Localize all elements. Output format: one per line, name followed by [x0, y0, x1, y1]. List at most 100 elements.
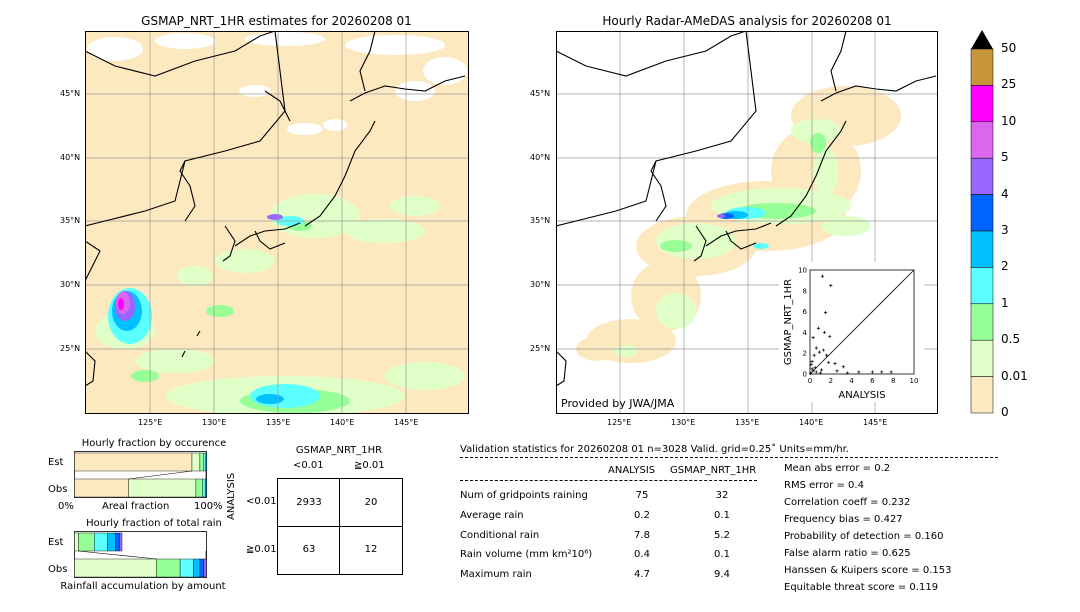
fraction-bar-segment: [199, 452, 205, 472]
right-lat-label: 45°N: [530, 89, 551, 98]
stat-row-gsmap: 0.1: [714, 549, 730, 560]
scatter-xtick: 8: [891, 377, 895, 385]
colorbar-tick-label: 0: [1001, 405, 1009, 419]
scatter-point: [857, 370, 861, 374]
stat-row-label: Conditional rain: [460, 530, 540, 541]
score-line: Equitable threat score = 0.119: [784, 582, 939, 593]
scatter-point: [822, 330, 827, 334]
stat-row-gsmap: 9.4: [714, 569, 730, 580]
stat-row-gsmap: 0.1: [714, 510, 730, 521]
left-lat-label: 35°N: [60, 216, 81, 225]
stat-row-label: Rain volume (mm km²10⁶): [460, 549, 593, 560]
scatter-point: [845, 371, 850, 375]
score-line: False alarm ratio = 0.625: [784, 548, 911, 559]
score-line: Hanssen & Kuipers score = 0.153: [784, 565, 952, 576]
fraction-bar-segment: [115, 532, 120, 552]
right-lat-label: 30°N: [530, 280, 551, 289]
colorbar-tick-label: 50: [1001, 41, 1017, 55]
fraction-bar-segment: [74, 532, 79, 552]
scatter-point: [829, 284, 833, 288]
colorbar-segment: [970, 48, 994, 86]
occurrence-obs-label: Obs: [48, 484, 68, 495]
stat-row-label: Maximum rain: [460, 569, 532, 580]
fraction-connector: [128, 470, 193, 480]
score-line: Correlation coeff = 0.232: [784, 497, 911, 508]
stat-row-gsmap: 5.2: [714, 530, 730, 541]
fraction-bar-segment: [78, 532, 95, 552]
scatter-point: [809, 363, 813, 367]
contingency-row-label: ≧0.01: [246, 544, 277, 555]
right-lon-label: 135°E: [735, 418, 760, 427]
stat-row-label: Average rain: [460, 510, 524, 521]
scatter-ytick: 10: [798, 267, 807, 275]
fraction-bar-segment: [191, 452, 201, 472]
totalrain-obs-label: Obs: [48, 564, 68, 575]
fraction-bar-segment: [119, 532, 123, 552]
scatter-point: [813, 366, 817, 370]
stat-row-analysis: 4.7: [634, 569, 650, 580]
right-lat-label: 40°N: [530, 153, 551, 162]
colorbar-segment: [970, 376, 994, 414]
scatter-point: [814, 370, 818, 374]
occurrence-xlabel: Areal fraction: [102, 501, 170, 512]
totalrain-title: Hourly fraction of total rain: [86, 518, 222, 529]
colorbar-segment: [970, 121, 994, 159]
colorbar-tick-label: 2: [1001, 259, 1009, 274]
occurrence-axis-left: 0%: [58, 501, 74, 512]
left-map: [85, 31, 469, 414]
scatter-point: [811, 336, 815, 340]
totalrain-bars: [74, 531, 207, 578]
colorbar-segment: [970, 85, 994, 123]
stat-row-analysis: 0.4: [634, 549, 650, 560]
score-line: Probability of detection = 0.160: [784, 531, 944, 542]
scatter-point: [817, 350, 821, 354]
fraction-bar-segment: [202, 478, 206, 498]
scatter-point: [811, 369, 815, 373]
validation-header: Validation statistics for 20260208 01 n=…: [460, 444, 849, 455]
scatter-point: [812, 353, 816, 357]
colorbar: [970, 30, 994, 414]
totalrain-xlabel: Rainfall accumulation by amount: [60, 581, 226, 592]
left-lon-label: 130°E: [202, 418, 227, 427]
fraction-bar-segment: [203, 558, 207, 578]
scatter-ytick: 6: [803, 308, 808, 316]
colorbar-segment: [970, 194, 994, 232]
scatter-xtick: 6: [870, 377, 875, 385]
score-line: RMS error = 0.4: [784, 480, 864, 491]
stat-row-label: Num of gridpoints raining: [460, 490, 588, 501]
occurrence-est-label: Est: [48, 457, 64, 468]
colorbar-tick-label: 1: [1001, 295, 1009, 310]
stat-row-analysis: 7.8: [634, 530, 650, 541]
right-lon-label: 125°E: [607, 418, 632, 427]
left-lon-label: 135°E: [266, 418, 291, 427]
scatter-diagonal: [809, 269, 915, 375]
colorbar-segment: [970, 267, 994, 305]
fraction-bar-segment: [128, 478, 197, 498]
scatter-plot: 00 2 2 4 4 6 6 8 8 10 10 ANALYSIS GSMAP_NRT_1HR: [783, 267, 918, 402]
validation-divider: [460, 457, 998, 458]
left-lon-label: 145°E: [394, 418, 419, 427]
colorbar-tick-label: 0.01: [1001, 368, 1028, 383]
fraction-bar-segment: [193, 558, 201, 578]
colorbar-segment: [970, 157, 994, 195]
right-map-title: Hourly Radar-AMeDAS analysis for 2026020…: [602, 14, 892, 28]
occurrence-title: Hourly fraction by occurence: [81, 438, 227, 449]
colorbar-extend-arrow: [971, 30, 993, 49]
colorbar-tick-label: 3: [1001, 223, 1009, 237]
colorbar-tick-label: 5: [1001, 150, 1009, 165]
scatter-point: [880, 370, 884, 374]
fraction-bar-segment: [204, 478, 207, 498]
left-lat-label: 25°N: [60, 344, 81, 353]
fraction-bar-segment: [203, 452, 207, 472]
stat-row-analysis: 75: [635, 490, 649, 501]
scatter-xtick: 2: [829, 377, 833, 385]
colorbar-segment: [970, 339, 994, 377]
fraction-bar-segment: [179, 558, 194, 578]
fraction-bar-segment: [195, 478, 203, 498]
fraction-bar-segment: [74, 558, 157, 578]
fraction-bar-segment: [74, 478, 129, 498]
right-lat-label: 35°N: [530, 216, 551, 225]
right-lon-label: 145°E: [863, 418, 888, 427]
scatter-point: [808, 371, 813, 376]
colorbar-segment: [970, 230, 994, 268]
